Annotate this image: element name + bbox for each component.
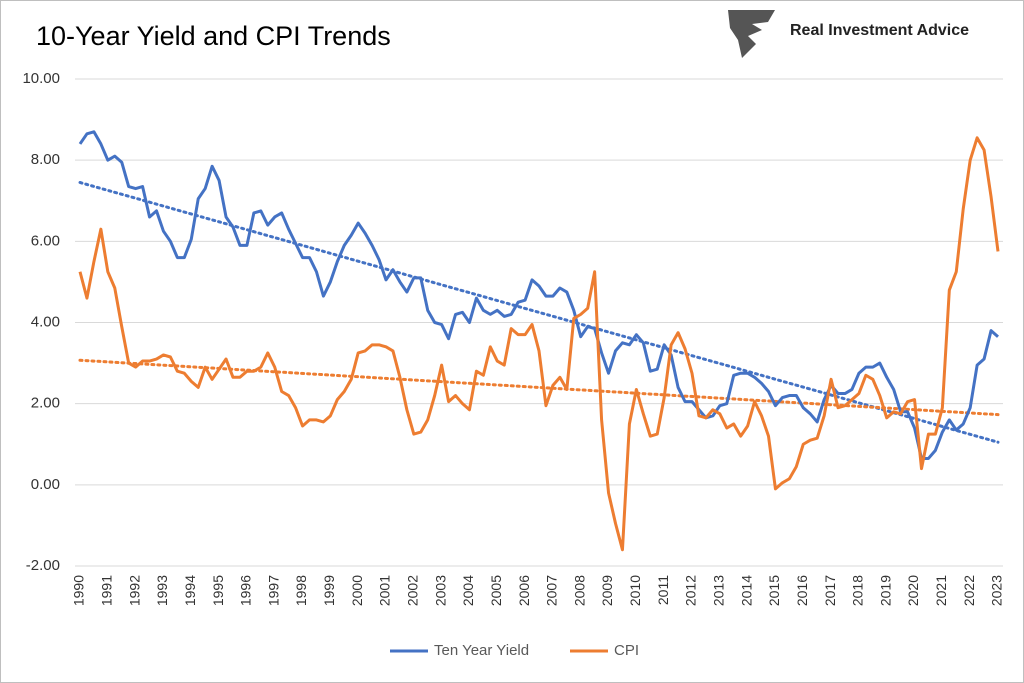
x-tick-label: 2000 — [349, 575, 365, 606]
y-tick-label: 2.00 — [31, 395, 60, 412]
x-tick-label: 1994 — [182, 575, 198, 606]
x-tick-label: 1998 — [293, 575, 309, 606]
x-tick-label: 2021 — [933, 575, 949, 606]
y-tick-label: -2.00 — [26, 557, 60, 574]
x-tick-label: 2018 — [850, 575, 866, 606]
x-tick-label: 1991 — [99, 575, 115, 606]
y-tick-label: 10.00 — [22, 70, 60, 87]
x-tick-label: 1992 — [126, 575, 142, 606]
x-tick-label: 2010 — [627, 575, 643, 606]
legend: Ten Year Yield CPI — [390, 642, 639, 659]
x-tick-label: 1996 — [238, 575, 254, 606]
series-line — [78, 136, 1000, 552]
x-tick-label: 2007 — [544, 575, 560, 606]
x-tick-label: 2023 — [989, 575, 1005, 606]
x-tick-label: 2022 — [961, 575, 977, 606]
x-tick-label: 2016 — [794, 575, 810, 606]
x-tick-label: 2005 — [488, 575, 504, 606]
logo: Real Investment Advice — [728, 10, 969, 58]
x-tick-label: 1997 — [265, 575, 281, 606]
x-tick-label: 1993 — [154, 575, 170, 606]
trend-line — [78, 358, 1000, 417]
x-tick-label: 2006 — [516, 575, 532, 606]
legend-label: Ten Year Yield — [434, 642, 529, 659]
logo-icon — [728, 10, 775, 58]
x-tick-label: 2009 — [599, 575, 615, 606]
x-tick-label: 2003 — [432, 575, 448, 606]
x-tick-label: 2020 — [905, 575, 921, 606]
y-tick-label: 8.00 — [31, 151, 60, 168]
brand-name: Real Investment Advice — [790, 22, 969, 39]
x-tick-label: 2004 — [460, 575, 476, 606]
y-tick-label: 0.00 — [31, 476, 60, 493]
y-tick-label: 4.00 — [31, 313, 60, 330]
x-tick-label: 1995 — [210, 575, 226, 606]
x-tick-label: 2014 — [738, 575, 754, 606]
x-tick-label: 1999 — [321, 575, 337, 606]
x-tick-label: 2008 — [571, 575, 587, 606]
x-tick-label: 1990 — [71, 575, 87, 606]
x-tick-label: 2011 — [655, 575, 671, 605]
series-line — [78, 130, 999, 460]
x-tick-label: 2015 — [766, 575, 782, 606]
x-tick-label: 2002 — [405, 575, 421, 606]
x-tick-label: 2001 — [377, 575, 393, 606]
chart-title: 10-Year Yield and CPI Trends — [36, 21, 391, 51]
x-tick-label: 2013 — [711, 575, 727, 606]
x-tick-label: 2012 — [683, 575, 699, 606]
x-tick-label: 2017 — [822, 575, 838, 606]
x-tick-label: 2019 — [877, 575, 893, 606]
legend-label: CPI — [614, 642, 639, 659]
y-tick-label: 6.00 — [31, 232, 60, 249]
